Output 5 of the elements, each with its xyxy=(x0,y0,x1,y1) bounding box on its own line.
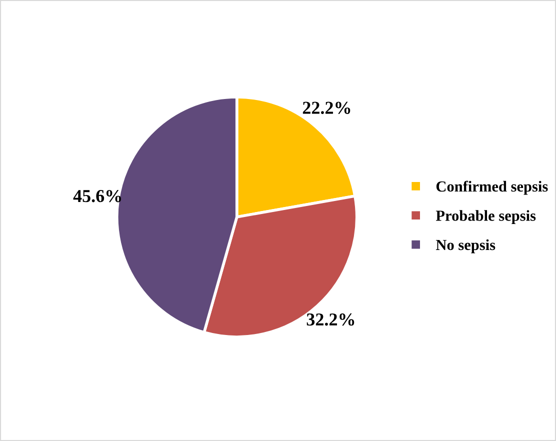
legend-label: Confirmed sepsis xyxy=(436,180,548,195)
legend-label: Probable sepsis xyxy=(436,210,536,224)
legend-label: No sepsis xyxy=(436,239,496,254)
data-label: 32.2% xyxy=(306,313,354,326)
data-label: 22.2% xyxy=(302,102,350,114)
